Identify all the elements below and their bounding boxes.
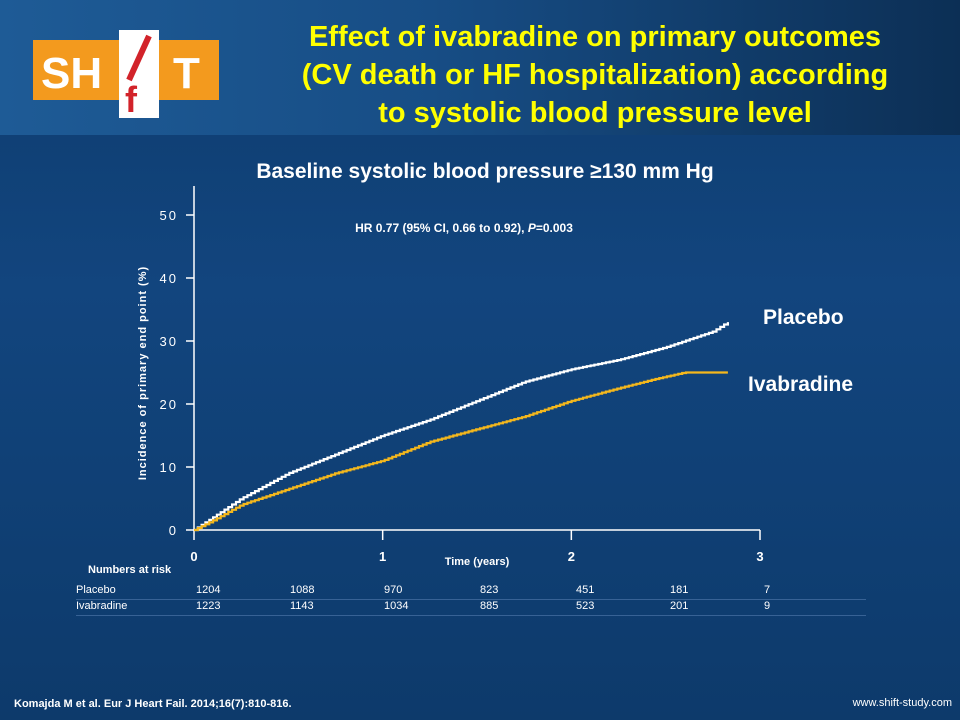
- hazard-ratio-annotation: HR 0.77 (95% CI, 0.66 to 0.92), P=0.003: [355, 221, 573, 235]
- legend-ivabradine: Ivabradine: [748, 373, 854, 396]
- ivabradine-curve: [194, 371, 728, 532]
- title-line-1: Effect of ivabradine on primary outcomes: [308, 21, 882, 53]
- citation: Komajda M et al. Eur J Heart Fail. 2014;…: [14, 698, 292, 710]
- x-axis-label: Time (years): [445, 556, 510, 568]
- axes: 0 10 20 30 40 50 0 1 2 3 Time (years) Incidence of …: [137, 186, 764, 568]
- y-tick-label: 20: [160, 397, 178, 412]
- y-tick-label: 40: [160, 271, 178, 286]
- placebo-curve: [194, 322, 729, 532]
- risk-row-label: Ivabradine: [76, 600, 128, 612]
- risk-cell: 1143: [290, 600, 314, 612]
- risk-cell: 1034: [384, 600, 409, 612]
- risk-row-placebo: Placebo 1204 1088 970 823 451 181 7: [76, 583, 866, 600]
- hr-main: HR 0.77 (95% CI, 0.66 to 0.92),: [355, 221, 528, 235]
- y-tick-label: 50: [160, 208, 178, 223]
- svg-text:f: f: [125, 79, 138, 120]
- slide-title: Effect of ivabradine on primary outcomes…: [240, 18, 950, 132]
- x-tick-label: 0: [190, 549, 197, 564]
- x-tick-label: 3: [756, 549, 763, 564]
- risk-row-ivabradine: Ivabradine 1223 1143 1034 885 523 201 9: [76, 599, 866, 616]
- risk-cell: 181: [670, 584, 689, 596]
- hr-p-value: =0.003: [536, 221, 573, 235]
- risk-cell: 970: [384, 584, 403, 596]
- risk-cell: 201: [670, 600, 689, 612]
- shift-logo: SH f T: [33, 30, 219, 120]
- svg-text:SH: SH: [41, 49, 102, 98]
- y-tick-label: 0: [169, 523, 178, 538]
- y-axis-label: Incidence of primary end point (%): [137, 266, 149, 480]
- title-line-2: (CV death or HF hospitalization) accordi…: [301, 59, 889, 91]
- risk-cell: 1088: [290, 584, 315, 596]
- y-tick-label: 30: [160, 334, 178, 349]
- risk-cell: 523: [576, 600, 595, 612]
- numbers-at-risk-title: Numbers at risk: [88, 564, 172, 576]
- risk-cell: 1204: [196, 584, 221, 596]
- risk-cell: 1223: [196, 600, 221, 612]
- risk-cell: 451: [576, 584, 595, 596]
- svg-text:T: T: [173, 49, 200, 98]
- series-group: [194, 322, 729, 532]
- x-tick-label: 2: [568, 549, 575, 564]
- y-tick-label: 10: [160, 460, 178, 475]
- hr-p-label: P: [528, 221, 537, 235]
- legend-placebo: Placebo: [763, 306, 844, 329]
- risk-row-label: Placebo: [76, 584, 116, 596]
- risk-cell: 9: [764, 600, 771, 612]
- website-link[interactable]: www.shift-study.com: [852, 697, 952, 709]
- risk-cell: 823: [480, 584, 499, 596]
- risk-cell: 885: [480, 600, 499, 612]
- title-line-3: to systolic blood pressure level: [378, 97, 812, 129]
- chart-title: Baseline systolic blood pressure ≥130 mm…: [256, 160, 714, 183]
- risk-cell: 7: [764, 584, 771, 596]
- x-tick-label: 1: [379, 549, 386, 564]
